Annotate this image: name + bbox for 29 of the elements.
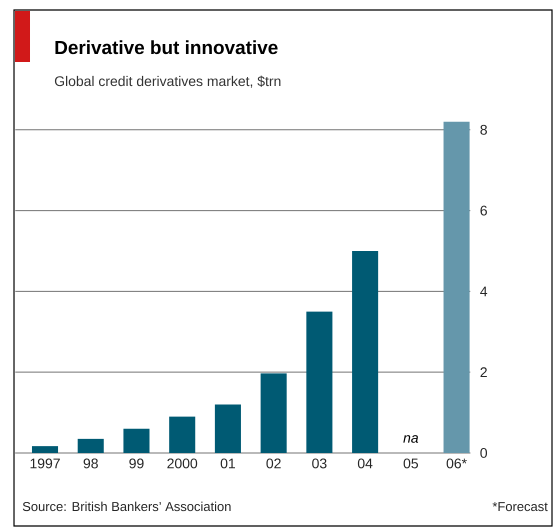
- y-tick-label: 4: [480, 286, 488, 296]
- x-tick-label: 1997: [30, 458, 60, 468]
- y-tick-label: 2: [480, 367, 487, 378]
- y-tick-label: 0: [480, 448, 488, 458]
- text: *Forecast: [492, 502, 548, 512]
- y-tick-label: 8: [480, 124, 487, 135]
- bar: [352, 250, 378, 453]
- x-tick-label: 05: [404, 458, 418, 468]
- chart-subtitle: Global credit derivatives market, $trn: [54, 76, 280, 88]
- source-note: Source: British Bankers’ Association: [22, 502, 231, 512]
- bar: [214, 404, 241, 453]
- bar: [444, 122, 470, 453]
- x-tick-label: 01: [220, 458, 235, 468]
- x-tick-label: 06*: [446, 458, 467, 468]
- bar: [306, 312, 332, 453]
- y-tick-label: 6: [480, 206, 487, 216]
- chart-title: Derivative but innovative: [55, 40, 278, 54]
- bar: [78, 438, 104, 453]
- x-tick-label: 99: [129, 458, 144, 468]
- bar: [32, 446, 58, 453]
- x-tick-label: 2000: [167, 458, 198, 468]
- x-tick-label: 03: [312, 458, 327, 468]
- x-tick-label: 02: [266, 458, 281, 468]
- x-tick-label: 04: [358, 458, 372, 468]
- bar: [260, 373, 287, 453]
- x-tick-label: 98: [84, 458, 98, 468]
- bar: [123, 428, 150, 453]
- bar: [169, 416, 196, 453]
- annotation: na: [403, 435, 418, 443]
